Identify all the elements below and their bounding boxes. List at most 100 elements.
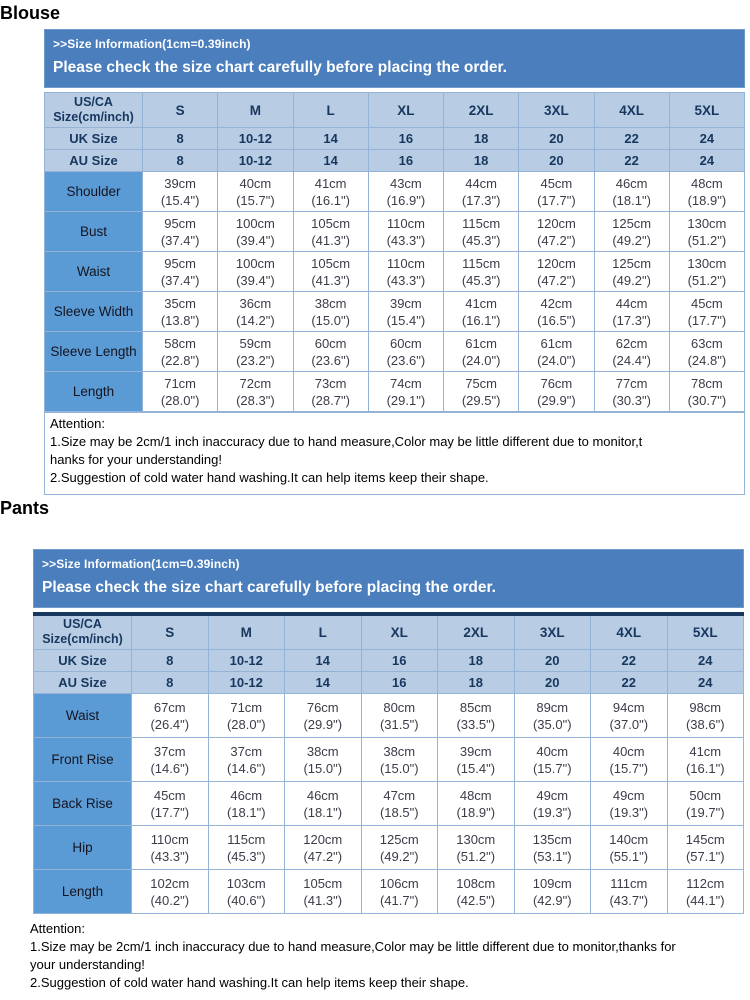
- value-inch: (29.5"): [461, 393, 501, 408]
- value-cm: 120cm: [536, 216, 576, 231]
- value-inch: (23.6"): [311, 353, 350, 368]
- value-inch: (18.9"): [456, 804, 496, 820]
- measurement-value-cell: 140cm (55.1"): [590, 824, 668, 870]
- value-cm: 100cm: [235, 216, 275, 231]
- measurement-value-cell: 62cm (24.4"): [593, 331, 670, 372]
- measurement-value-cell: 115cm (45.3"): [442, 251, 520, 292]
- value-inch: (39.4"): [236, 233, 275, 248]
- measurement-value-cell: 37cm (14.6"): [131, 736, 209, 782]
- measurement-value-cell: 80cm (31.5"): [360, 692, 438, 738]
- value-inch: (43.3"): [150, 848, 190, 864]
- measurement-value-cell: 58cm (22.8"): [141, 331, 219, 372]
- size-value-cell: 16: [367, 149, 445, 172]
- measurement-value-cell: 78cm (30.7"): [668, 371, 746, 412]
- measurement-value-cell: 98cm (38.6"): [666, 692, 744, 738]
- measurement-value-cell: 44cm (17.3"): [593, 291, 670, 332]
- size-column-header: 2XL: [442, 92, 520, 128]
- measurement-row: Hip 110cm (43.3") 115cm (45.3") 120cm (47.2") 1…: [33, 824, 744, 870]
- value-inch: (29.1"): [386, 393, 426, 408]
- measurement-value-cell: 105cm (41.3"): [292, 211, 369, 252]
- value-inch: (41.3"): [311, 273, 350, 288]
- measurement-value-cell: 100cm (39.4"): [217, 211, 294, 252]
- measurement-value-cell: 110cm (43.3"): [131, 824, 209, 870]
- size-value-cell: 14: [284, 670, 362, 694]
- value-cm: 63cm: [690, 336, 723, 351]
- value-inch: (55.1"): [609, 848, 649, 864]
- corner-line2: Size(cm/inch): [42, 632, 123, 647]
- measurement-value-cell: 125cm (49.2"): [360, 824, 438, 870]
- pants-size-table: US/CA Size(cm/inch) S M L XL 2XL 3XL 4XL 5XL UK Si…: [33, 612, 744, 914]
- measurement-value-cell: 145cm (57.1"): [666, 824, 744, 870]
- value-cm: 71cm: [230, 699, 263, 715]
- value-inch: (35.0"): [532, 716, 572, 732]
- value-cm: 40cm: [612, 743, 645, 759]
- measurement-value-cell: 110cm (43.3"): [367, 211, 445, 252]
- measurement-value-cell: 45cm (17.7"): [668, 291, 746, 332]
- value-cm: 39cm: [389, 296, 422, 311]
- value-inch: (51.2"): [687, 233, 727, 248]
- size-value-cell: 16: [360, 648, 438, 672]
- measurement-value-cell: 35cm (13.8"): [141, 291, 219, 332]
- measurement-value-cell: 71cm (28.0"): [141, 371, 219, 412]
- size-column-header: 3XL: [513, 613, 591, 650]
- value-cm: 95cm: [164, 256, 197, 271]
- value-cm: 46cm: [306, 787, 339, 803]
- value-inch: (45.3"): [226, 848, 266, 864]
- value-cm: 105cm: [311, 216, 351, 231]
- measurement-value-cell: 115cm (45.3"): [442, 211, 520, 252]
- measurement-value-cell: 71cm (28.0"): [207, 692, 285, 738]
- measurement-row: Bust 95cm (37.4") 100cm (39.4") 105cm (41.3") 1…: [44, 211, 746, 252]
- size-column-header: XL: [367, 92, 445, 128]
- value-cm: 98cm: [689, 699, 722, 715]
- measurement-value-cell: 37cm (14.6"): [207, 736, 285, 782]
- measurement-value-cell: 100cm (39.4"): [217, 251, 294, 292]
- measurement-value-cell: 130cm (51.2"): [668, 211, 746, 252]
- size-value-cell: 10-12: [207, 670, 285, 694]
- value-inch: (16.9"): [386, 193, 426, 208]
- measurement-value-cell: 49cm (19.3"): [513, 780, 591, 826]
- value-cm: 135cm: [532, 831, 572, 847]
- measurement-value-cell: 120cm (47.2"): [284, 824, 362, 870]
- size-column-header: 5XL: [666, 613, 744, 650]
- measurement-value-cell: 94cm (37.0"): [590, 692, 668, 738]
- measurement-row: Sleeve Length 58cm (22.8") 59cm (23.2") 60cm (…: [44, 331, 746, 372]
- value-inch: (19.7"): [685, 804, 725, 820]
- value-inch: (14.6"): [226, 760, 266, 776]
- value-cm: 38cm: [306, 743, 339, 759]
- measurement-value-cell: 40cm (15.7"): [217, 171, 294, 212]
- measurement-value-cell: 41cm (16.1"): [666, 736, 744, 782]
- measurement-row: Waist 67cm (26.4") 71cm (28.0") 76cm (29.9") 80…: [33, 692, 744, 738]
- value-cm: 140cm: [609, 831, 649, 847]
- value-cm: 106cm: [379, 875, 419, 891]
- size-info-title: >>Size Information(1cm=0.39inch): [42, 557, 240, 571]
- value-inch: (30.7"): [687, 393, 727, 408]
- measurement-value-cell: 60cm (23.6"): [367, 331, 445, 372]
- size-column-header: L: [284, 613, 362, 650]
- value-inch: (15.0"): [311, 313, 350, 328]
- value-inch: (31.5"): [379, 716, 419, 732]
- value-cm: 103cm: [226, 875, 266, 891]
- size-info-subtitle: Please check the size chart carefully be…: [42, 579, 496, 596]
- blouse-heading: Blouse: [0, 3, 61, 23]
- value-cm: 48cm: [459, 787, 492, 803]
- value-cm: 39cm: [164, 176, 197, 191]
- value-inch: (28.3"): [236, 393, 275, 408]
- value-inch: (17.3"): [612, 313, 651, 328]
- measurement-value-cell: 102cm (40.2"): [131, 868, 209, 914]
- value-inch: (40.6"): [226, 892, 266, 908]
- value-cm: 47cm: [383, 787, 416, 803]
- value-inch: (38.6"): [685, 716, 725, 732]
- size-value-cell: 14: [292, 127, 369, 150]
- value-inch: (43.3"): [386, 233, 426, 248]
- value-cm: 76cm: [540, 376, 573, 391]
- size-value-cell: 14: [284, 648, 362, 672]
- measurement-value-cell: 39cm (15.4"): [367, 291, 445, 332]
- measurement-value-cell: 135cm (53.1"): [513, 824, 591, 870]
- measurement-label: Hip: [33, 824, 132, 870]
- measurement-value-cell: 48cm (18.9"): [668, 171, 746, 212]
- value-inch: (37.0"): [609, 716, 649, 732]
- value-cm: 100cm: [235, 256, 275, 271]
- measurement-value-cell: 47cm (18.5"): [360, 780, 438, 826]
- value-cm: 49cm: [536, 787, 569, 803]
- value-inch: (15.4"): [456, 760, 496, 776]
